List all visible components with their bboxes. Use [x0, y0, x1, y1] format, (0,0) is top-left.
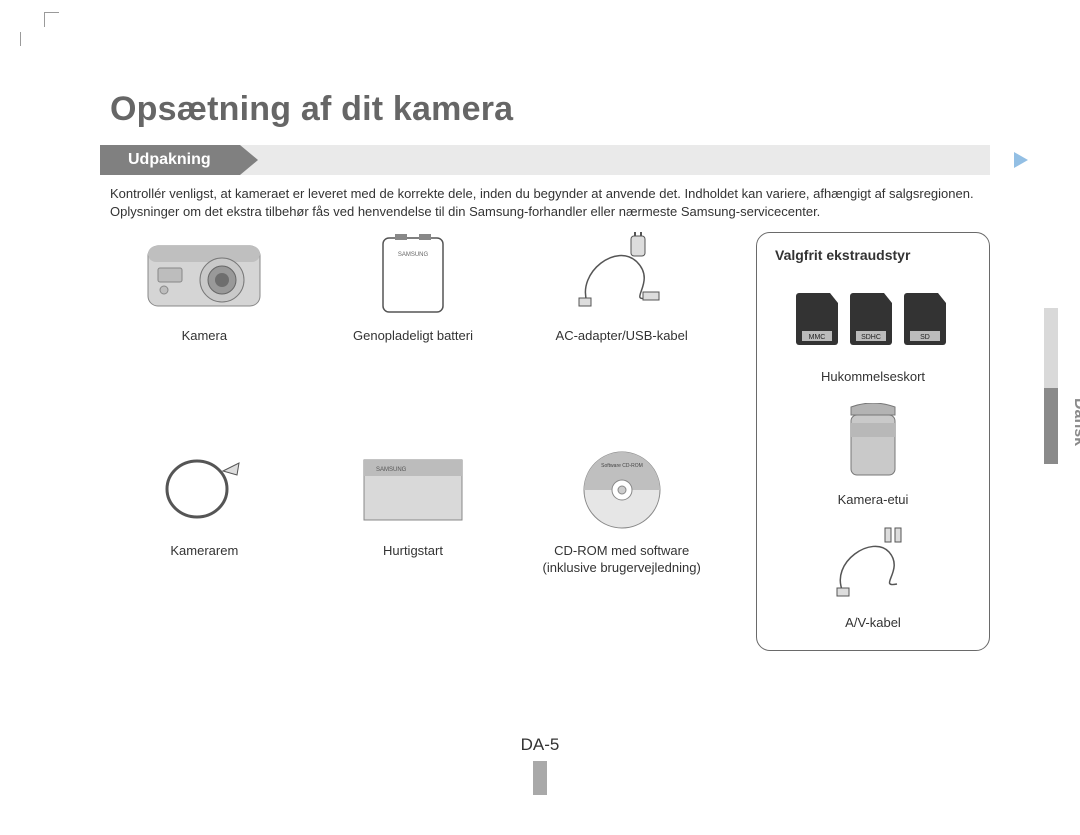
item-camera: Kamera: [110, 232, 299, 419]
svg-text:MMC: MMC: [809, 334, 826, 341]
page-title: Opsætning af dit kamera: [110, 90, 990, 129]
case-icon: [769, 404, 977, 482]
section-title: Udpakning: [128, 145, 211, 175]
booklet-icon: SAMSUNG: [319, 447, 508, 533]
cable-icon: [527, 232, 716, 318]
optional-title: Valgfrit ekstraudstyr: [775, 247, 977, 263]
opt-memory: MMC SDHC: [769, 281, 977, 384]
item-label: Hurtigstart: [319, 543, 508, 559]
camera-icon: [110, 232, 299, 318]
page-number: DA-5: [521, 735, 560, 754]
page-content: Opsætning af dit kamera Udpakning Kontro…: [110, 90, 990, 651]
cd-icon: Software CD-ROM: [527, 447, 716, 533]
tab-bg-light: [1044, 308, 1058, 388]
item-label: AC-adapter/USB-kabel: [527, 328, 716, 344]
language-label: Dansk: [1070, 384, 1080, 460]
memory-cards-icon: MMC SDHC: [769, 281, 977, 359]
opt-label: Kamera-etui: [769, 492, 977, 507]
item-label: Genopladeligt batteri: [319, 328, 508, 344]
item-label: Kamera: [110, 328, 299, 344]
battery-brand-text: SAMSUNG: [398, 252, 429, 258]
opt-label: A/V-kabel: [769, 615, 977, 630]
strap-icon: [110, 447, 299, 533]
svg-text:SD: SD: [920, 334, 930, 341]
item-strap: Kamerarem: [110, 447, 299, 651]
battery-icon: SAMSUNG: [319, 232, 508, 318]
svg-text:SDHC: SDHC: [861, 334, 881, 341]
items-layout: Kamera SAMSUNG Genopladeligt batteri: [110, 232, 990, 651]
quickstart-brand-text: SAMSUNG: [376, 467, 407, 473]
optional-box: Valgfrit ekstraudstyr MMC: [756, 232, 990, 651]
opt-av: A/V-kabel: [769, 527, 977, 630]
item-quickstart: SAMSUNG Hurtigstart: [319, 447, 508, 651]
crop-mark-tick: [20, 32, 21, 46]
item-label: Kamerarem: [110, 543, 299, 559]
av-cable-icon: [769, 527, 977, 605]
included-grid: Kamera SAMSUNG Genopladeligt batteri: [110, 232, 716, 651]
item-label: CD-ROM med software (inklusive brugervej…: [527, 543, 716, 576]
cd-label-text: Software CD-ROM: [601, 463, 643, 469]
manual-page: Opsætning af dit kamera Udpakning Kontro…: [0, 0, 1080, 835]
language-tab: Dansk: [1036, 388, 1066, 484]
opt-case: Kamera-etui: [769, 404, 977, 507]
play-arrow-icon: [1014, 152, 1028, 168]
page-number-bar: [533, 761, 547, 795]
tab-bg-dark: [1044, 388, 1058, 464]
item-battery: SAMSUNG Genopladeligt batteri: [319, 232, 508, 419]
section-header: Udpakning: [110, 145, 990, 175]
crop-mark-corner: [44, 12, 59, 27]
page-number-area: DA-5: [0, 735, 1080, 795]
item-cdrom: Software CD-ROM CD-ROM med software (ink…: [527, 447, 716, 651]
intro-text: Kontrollér venligst, at kameraet er leve…: [110, 185, 990, 220]
item-ac-usb: AC-adapter/USB-kabel: [527, 232, 716, 419]
opt-label: Hukommelseskort: [769, 369, 977, 384]
